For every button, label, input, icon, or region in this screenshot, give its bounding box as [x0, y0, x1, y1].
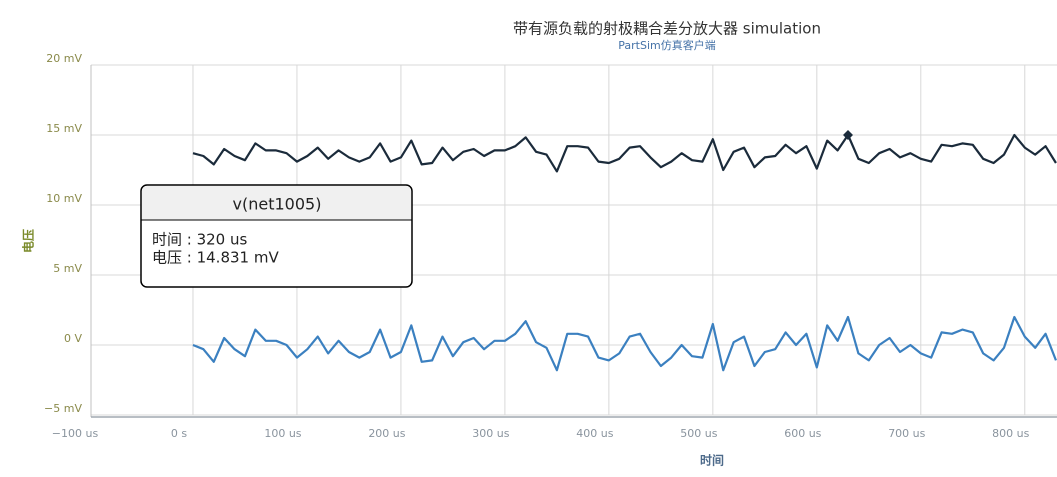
tooltip-header [142, 186, 411, 220]
series-line [192, 133, 1057, 173]
x-tick-label: 800 us [992, 427, 1029, 440]
series-line [192, 315, 1057, 372]
tooltip-title: v(net1005) [233, 195, 322, 214]
x-tick-label: −100 us [52, 427, 99, 440]
y-tick-label: 5 mV [53, 262, 82, 275]
chart-subtitle: PartSim仿真客户端 [618, 38, 715, 52]
y-tick-label: 0 V [64, 332, 82, 345]
x-tick-label: 400 us [576, 427, 613, 440]
tooltip-line: 电压 : 14.831 mV [152, 249, 279, 267]
chart-title: 带有源负载的射极耦合差分放大器 simulation [513, 20, 821, 38]
y-tick-label: 10 mV [46, 192, 82, 205]
x-axis-title: 时间 [700, 453, 724, 468]
y-tick-label: −5 mV [44, 402, 82, 415]
y-tick-label: 15 mV [46, 122, 82, 135]
tooltip-line: 时间 : 320 us [152, 231, 247, 249]
y-tick-label: 20 mV [46, 52, 82, 65]
x-tick-label: 600 us [784, 427, 821, 440]
y-axis-title: 电压 [21, 229, 36, 253]
x-tick-label: 0 s [171, 427, 187, 440]
x-tick-label: 300 us [472, 427, 509, 440]
x-tick-label: 100 us [264, 427, 301, 440]
x-tick-label: 200 us [368, 427, 405, 440]
x-tick-label: 700 us [888, 427, 925, 440]
plot-lines [192, 130, 1057, 372]
hover-marker [843, 130, 854, 140]
x-tick-label: 500 us [680, 427, 717, 440]
grid: −5 mV 0 V 5 mV 10 mV 15 mV 20 mV −100 us 0 s 100… [44, 52, 1057, 440]
tooltip: v(net1005) 时间 : 320 us 电压 : 14.831 mV [140, 184, 413, 288]
